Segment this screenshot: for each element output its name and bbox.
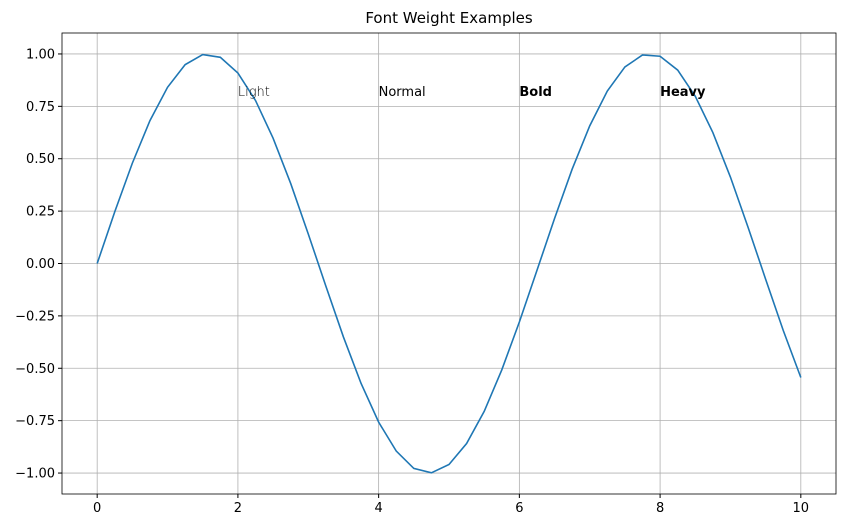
y-tick-label: 0.75	[26, 100, 55, 115]
line-series	[96, 53, 802, 474]
x-tick-label: 0	[93, 501, 101, 516]
y-tick-label: 0.25	[26, 205, 55, 220]
x-tick-label: 2	[234, 501, 242, 516]
x-tick-label: 6	[515, 501, 523, 516]
y-tick-label: 0.50	[26, 152, 55, 167]
x-tick-label: 4	[374, 501, 382, 516]
y-tick-label: −0.50	[15, 362, 55, 377]
y-tick-label: −1.00	[15, 467, 55, 482]
y-tick-label: −0.25	[15, 309, 55, 324]
y-tick-label: 0.00	[26, 257, 55, 272]
y-tick-label: 1.00	[26, 47, 55, 62]
annotation: Light	[238, 85, 270, 100]
x-tick-label: 8	[656, 501, 664, 516]
annotation: Normal	[379, 85, 426, 100]
annotation: Heavy	[660, 85, 706, 100]
y-tick-label: −0.75	[15, 414, 55, 429]
annotation: Bold	[519, 85, 552, 100]
x-tick-label: 10	[793, 501, 810, 516]
plot-frame	[61, 32, 837, 495]
chart-title: Font Weight Examples	[365, 9, 533, 27]
